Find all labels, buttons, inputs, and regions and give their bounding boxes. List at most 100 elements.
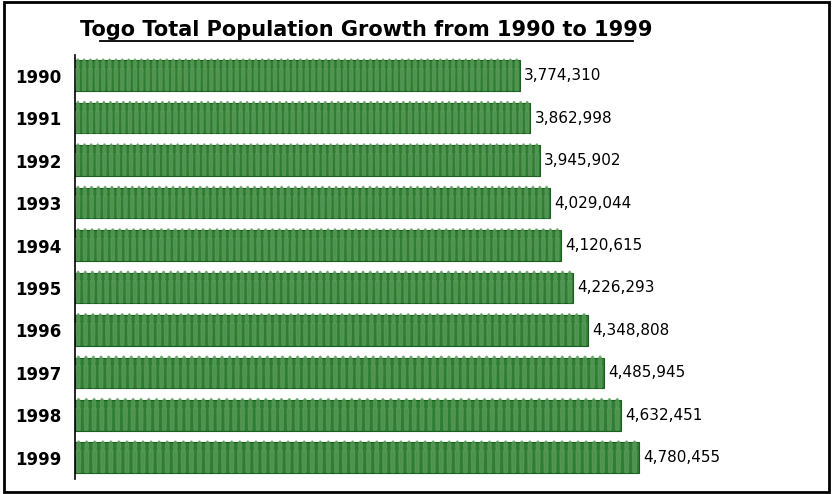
Ellipse shape (431, 229, 434, 239)
Polygon shape (179, 323, 182, 345)
Polygon shape (110, 196, 114, 218)
Ellipse shape (553, 314, 556, 324)
Ellipse shape (311, 441, 314, 451)
Polygon shape (423, 238, 427, 260)
Polygon shape (561, 408, 565, 430)
Ellipse shape (190, 144, 192, 154)
Polygon shape (247, 281, 251, 303)
Polygon shape (487, 451, 491, 473)
Ellipse shape (447, 356, 451, 366)
Ellipse shape (382, 144, 385, 154)
Ellipse shape (625, 441, 628, 451)
Ellipse shape (257, 229, 260, 239)
Polygon shape (369, 111, 372, 133)
Ellipse shape (389, 186, 392, 196)
Ellipse shape (359, 441, 362, 451)
Polygon shape (129, 153, 132, 175)
Ellipse shape (208, 229, 212, 239)
Ellipse shape (128, 314, 131, 324)
Polygon shape (242, 366, 247, 388)
Polygon shape (361, 238, 365, 260)
Polygon shape (292, 238, 295, 260)
Polygon shape (222, 153, 226, 175)
Ellipse shape (149, 441, 152, 451)
Ellipse shape (249, 144, 252, 154)
Polygon shape (173, 451, 177, 473)
Polygon shape (280, 68, 283, 90)
Ellipse shape (219, 186, 222, 196)
Polygon shape (254, 68, 257, 90)
Ellipse shape (167, 102, 170, 111)
Ellipse shape (99, 356, 102, 366)
Ellipse shape (319, 441, 322, 451)
Polygon shape (431, 451, 436, 473)
Ellipse shape (162, 271, 165, 281)
Ellipse shape (404, 271, 407, 281)
Ellipse shape (202, 399, 205, 409)
Polygon shape (343, 68, 347, 90)
Polygon shape (576, 451, 581, 473)
Ellipse shape (178, 59, 181, 69)
Polygon shape (530, 366, 534, 388)
Ellipse shape (608, 399, 611, 409)
Ellipse shape (82, 59, 86, 69)
Ellipse shape (233, 399, 237, 409)
Polygon shape (370, 323, 373, 345)
Ellipse shape (221, 356, 223, 366)
Polygon shape (459, 408, 463, 430)
Ellipse shape (474, 102, 476, 111)
Ellipse shape (546, 399, 549, 409)
Polygon shape (436, 153, 439, 175)
Polygon shape (149, 153, 152, 175)
Polygon shape (318, 366, 322, 388)
Polygon shape (118, 238, 122, 260)
Ellipse shape (362, 144, 366, 154)
Polygon shape (174, 111, 177, 133)
Polygon shape (548, 238, 552, 260)
Ellipse shape (121, 59, 123, 69)
Ellipse shape (131, 186, 134, 196)
Polygon shape (209, 153, 212, 175)
Polygon shape (304, 281, 308, 303)
Polygon shape (450, 196, 453, 218)
Polygon shape (229, 153, 232, 175)
Ellipse shape (379, 356, 382, 366)
Polygon shape (260, 196, 263, 218)
Polygon shape (114, 68, 117, 90)
Ellipse shape (387, 356, 390, 366)
Polygon shape (91, 281, 94, 303)
Polygon shape (222, 68, 226, 90)
Polygon shape (103, 196, 107, 218)
Ellipse shape (255, 59, 257, 69)
Ellipse shape (362, 59, 366, 69)
Ellipse shape (109, 441, 112, 451)
Ellipse shape (100, 399, 103, 409)
Ellipse shape (96, 102, 99, 111)
Polygon shape (475, 408, 479, 430)
Polygon shape (157, 451, 162, 473)
Ellipse shape (337, 59, 340, 69)
Ellipse shape (253, 186, 256, 196)
Ellipse shape (458, 314, 461, 324)
Ellipse shape (435, 102, 437, 111)
Ellipse shape (222, 229, 226, 239)
Ellipse shape (280, 59, 282, 69)
Ellipse shape (203, 59, 207, 69)
Ellipse shape (192, 186, 195, 196)
Ellipse shape (383, 271, 386, 281)
Polygon shape (426, 281, 429, 303)
Polygon shape (394, 366, 398, 388)
Polygon shape (289, 153, 292, 175)
Ellipse shape (301, 186, 303, 196)
Polygon shape (243, 238, 247, 260)
Ellipse shape (311, 399, 314, 409)
Ellipse shape (83, 186, 86, 196)
Ellipse shape (341, 314, 344, 324)
Polygon shape (312, 281, 315, 303)
Ellipse shape (267, 314, 271, 324)
Ellipse shape (524, 314, 527, 324)
Polygon shape (131, 196, 134, 218)
Ellipse shape (227, 102, 229, 111)
Ellipse shape (362, 314, 366, 324)
Polygon shape (164, 323, 168, 345)
